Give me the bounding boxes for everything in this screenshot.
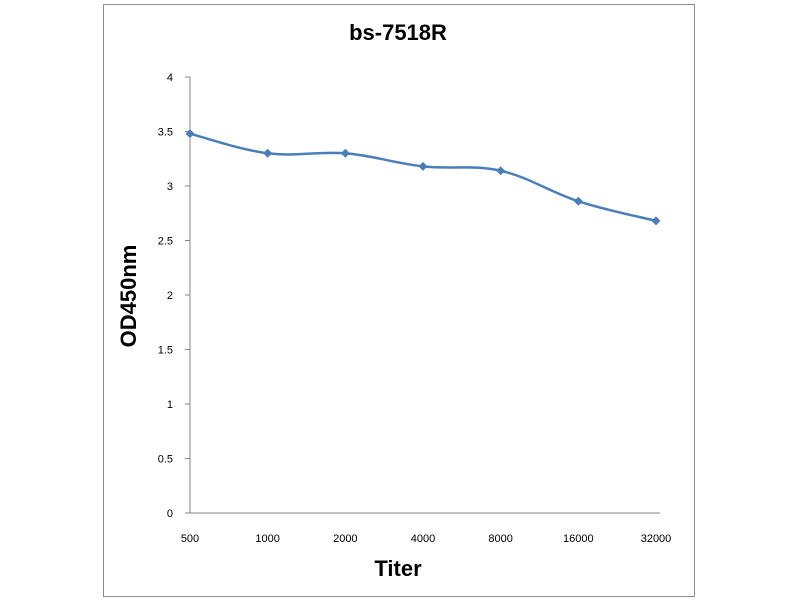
x-tick-label: 2000 [333, 533, 357, 545]
axes [189, 77, 660, 514]
x-tick-label: 1000 [255, 533, 279, 545]
y-tick-label: 2.5 [158, 236, 173, 248]
x-tick-label: 4000 [411, 533, 435, 545]
data-point-marker [340, 148, 350, 158]
x-tick-label: 32000 [641, 533, 672, 545]
x-axis-ticks: 500 1000 2000 4000 8000 16000 32000 [181, 533, 671, 545]
series-group [185, 129, 661, 226]
y-axis-ticks: 0 0.5 1 1.5 2 2.5 3 3.5 4 [158, 72, 190, 520]
y-tick-label: 1.5 [158, 345, 173, 357]
y-tick-label: 1 [167, 399, 173, 411]
series-line [189, 132, 657, 223]
data-point-marker [651, 216, 661, 226]
data-point-marker [418, 161, 428, 171]
chart-area [103, 4, 695, 597]
data-point-marker [263, 148, 273, 158]
y-tick-label: 3 [167, 181, 173, 193]
y-tick-label: 4 [167, 72, 173, 84]
x-tick-label: 16000 [563, 533, 594, 545]
x-tick-label: 8000 [488, 533, 512, 545]
y-tick-label: 2 [167, 290, 173, 302]
y-axis-title: OD450nm [116, 245, 141, 348]
x-axis-title: Titer [374, 556, 422, 581]
chart-title: bs-7518R [349, 20, 447, 45]
x-tick-label: 500 [181, 533, 199, 545]
data-point-marker [185, 129, 195, 139]
data-point-marker [573, 196, 583, 206]
y-tick-label: 0 [167, 508, 173, 520]
y-tick-label: 3.5 [158, 127, 173, 139]
data-point-marker [496, 166, 506, 176]
y-tick-label: 0.5 [158, 454, 173, 466]
